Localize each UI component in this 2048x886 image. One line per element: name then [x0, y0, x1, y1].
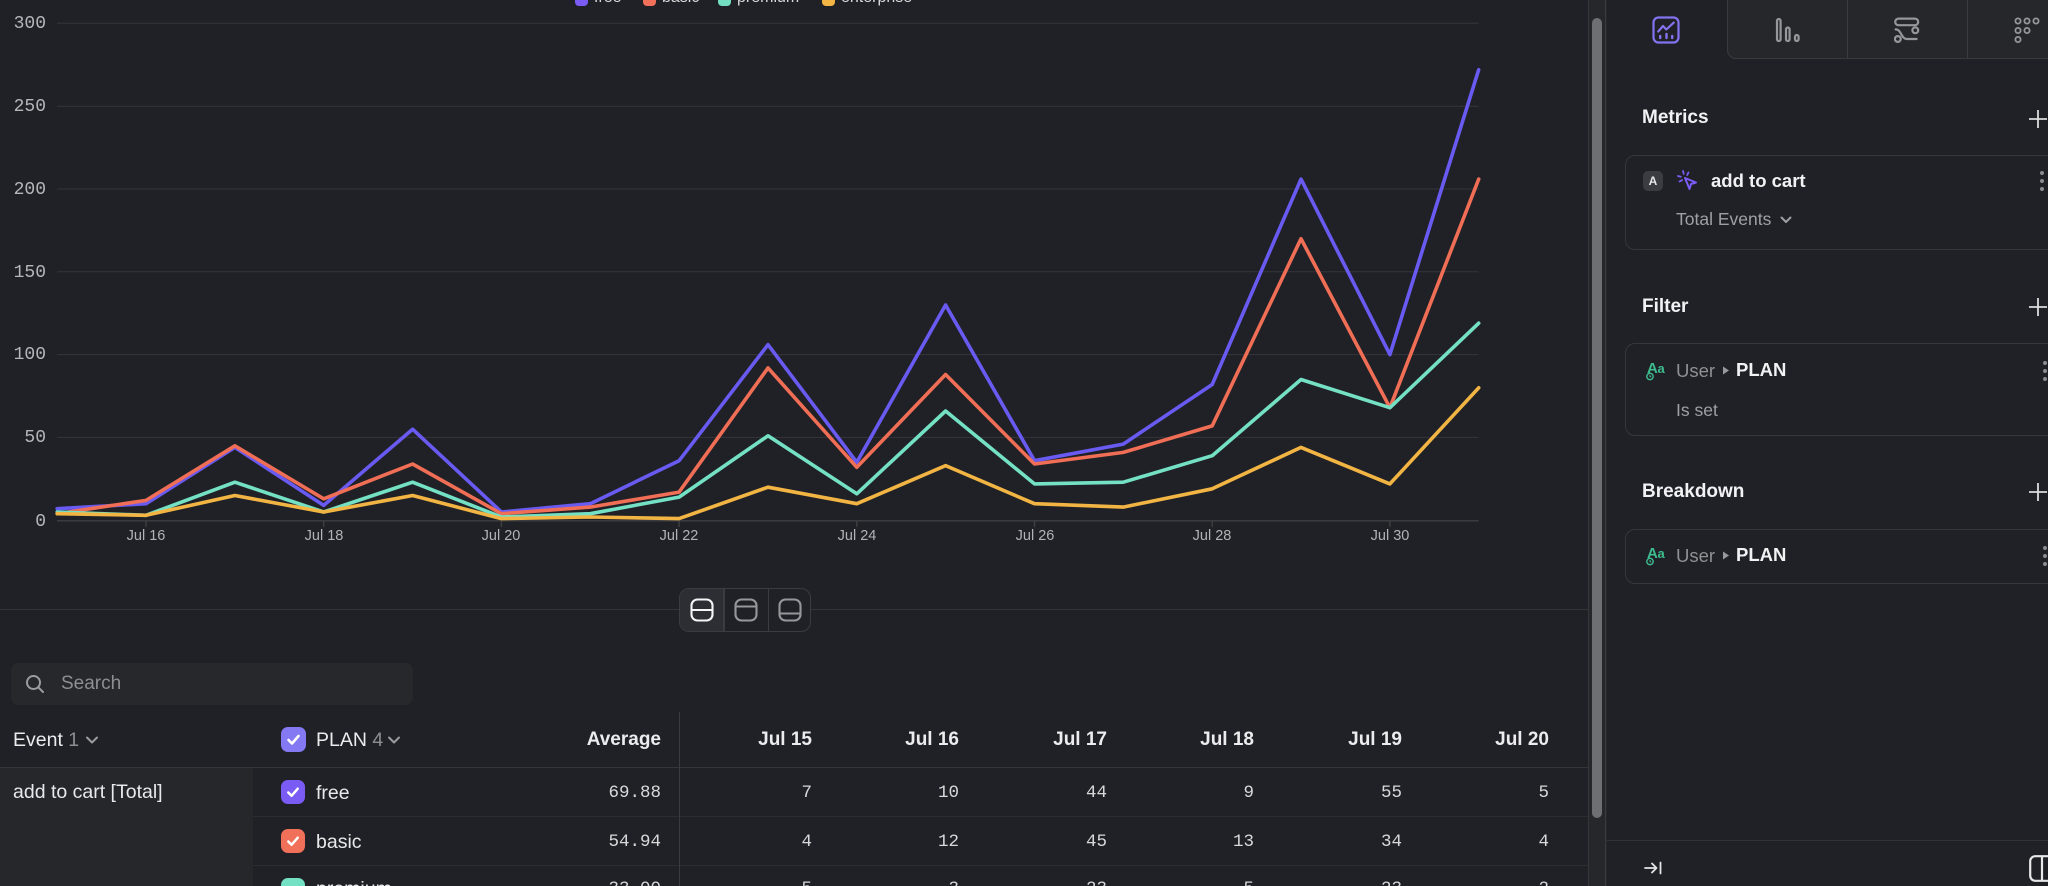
svg-text:A: A: [1647, 360, 1658, 377]
svg-text:a: a: [1658, 546, 1666, 561]
svg-text:A: A: [1647, 545, 1658, 562]
svg-text:a: a: [1658, 361, 1666, 376]
